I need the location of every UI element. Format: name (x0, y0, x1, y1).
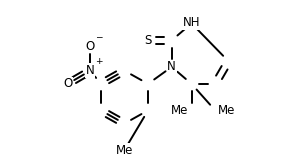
Text: Me: Me (116, 144, 133, 157)
Text: N: N (86, 64, 95, 77)
Text: NH: NH (183, 16, 200, 29)
Text: O: O (86, 40, 95, 53)
Text: Me: Me (171, 104, 189, 117)
Text: N: N (167, 60, 176, 73)
Text: S: S (144, 34, 152, 47)
Text: +: + (95, 57, 103, 66)
Text: Me: Me (218, 104, 235, 117)
Text: −: − (95, 32, 103, 41)
Text: O: O (63, 77, 72, 90)
